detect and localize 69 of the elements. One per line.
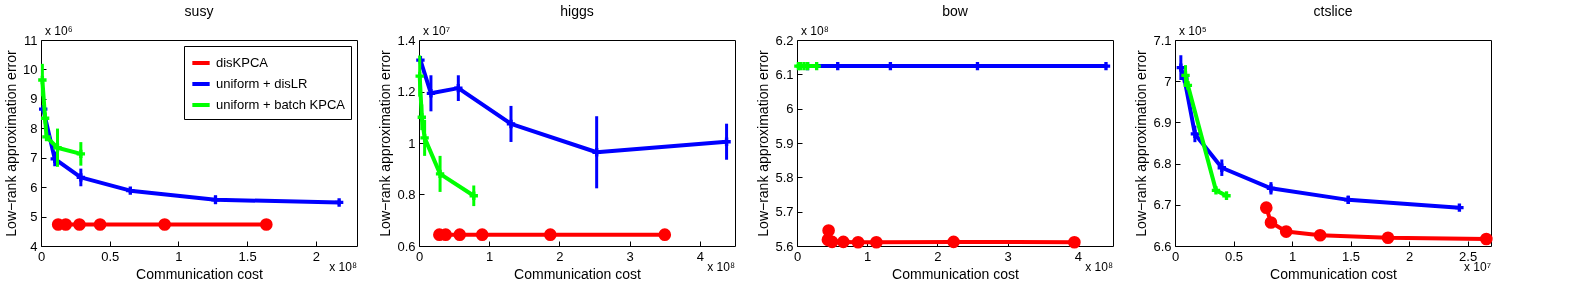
x-tick-label: 1 xyxy=(175,248,183,264)
y-tick-label: 6.9 xyxy=(1153,114,1172,130)
x-axis-title: Communication cost xyxy=(136,265,264,282)
y-tick-label: 6 xyxy=(30,179,38,195)
y-tick-label: 11 xyxy=(24,32,38,48)
x-tick-label: 2 xyxy=(556,248,564,264)
x-axis-title: Communication cost xyxy=(892,265,1020,282)
x-tick-label: 0 xyxy=(37,248,46,264)
y-tick-label: 6.2 xyxy=(775,32,794,48)
text: x 10⁷ xyxy=(1463,260,1491,274)
x-tick-label: 3 xyxy=(1004,248,1012,264)
chart-title: ctslice xyxy=(1313,3,1353,19)
y-tick-label: 6.7 xyxy=(1153,197,1172,213)
x-tick-label: 1.5 xyxy=(238,248,257,264)
x-tick-label: 0.5 xyxy=(1224,248,1244,264)
x-tick-label: 1 xyxy=(864,248,872,264)
legend-label: disKPCA xyxy=(216,55,269,70)
x-axis-title: Communication cost xyxy=(514,265,642,282)
y-tick-label: 7.1 xyxy=(1153,32,1172,48)
y-tick-label: 9 xyxy=(30,91,38,107)
chart-title: susy xyxy=(184,3,214,19)
chart-title: higgs xyxy=(560,3,594,19)
text: x 10⁸ xyxy=(801,24,829,38)
x-tick-label: 2 xyxy=(312,248,320,264)
legend-label: uniform + batch KPCA xyxy=(216,97,346,112)
y-tick-label: 10 xyxy=(23,61,38,77)
y-tick-label: 5.8 xyxy=(775,169,794,185)
y-tick-label: 0.8 xyxy=(397,187,416,202)
text: x 10⁸ xyxy=(707,260,735,274)
y-tick-label: 6.6 xyxy=(1153,238,1172,254)
y-tick-label: 7 xyxy=(30,150,38,166)
x-tick-label: 4 xyxy=(1074,248,1083,264)
y-tick-label: 5 xyxy=(30,209,38,225)
y-axis-title: Low−rank approximation error xyxy=(377,49,394,237)
x-tick-label: 2 xyxy=(934,248,942,264)
text: x 10⁵ xyxy=(1179,24,1207,38)
y-tick-label: 4 xyxy=(30,238,38,254)
y-tick-label: 7 xyxy=(1164,73,1172,89)
x-axis-title: Communication cost xyxy=(1270,265,1398,282)
text: x 10⁸ xyxy=(329,260,357,274)
y-tick-label: 6 xyxy=(786,101,794,117)
x-tick-label: 1 xyxy=(1288,248,1297,264)
y-tick-label: 8 xyxy=(30,120,38,136)
y-tick-label: 5.9 xyxy=(775,135,794,151)
y-tick-label: 0.6 xyxy=(397,238,416,254)
x-tick-label: 0 xyxy=(1171,248,1180,264)
x-tick-label: 2 xyxy=(1405,248,1414,264)
y-axis-title: Low−rank approximation error xyxy=(3,49,20,237)
y-axis-title: Low−rank approximation error xyxy=(1133,49,1150,237)
y-tick-label: 1.4 xyxy=(397,32,416,48)
text: x 10⁷ xyxy=(423,24,451,38)
x-tick-label: 1 xyxy=(486,248,494,264)
x-tick-label: 0 xyxy=(793,248,802,264)
y-tick-label: 1 xyxy=(408,135,416,151)
y-tick-label: 1.2 xyxy=(397,84,416,99)
x-tick-label: 4 xyxy=(696,248,705,264)
x-tick-label: 0.5 xyxy=(101,248,120,264)
chart-title: bow xyxy=(942,3,969,19)
x-tick-label: 1.5 xyxy=(1342,248,1361,264)
text: x 10⁶ xyxy=(45,24,73,38)
x-tick-label: 0 xyxy=(415,248,424,264)
x-tick-label: 3 xyxy=(626,248,634,264)
y-tick-label: 5.7 xyxy=(775,204,794,220)
text: x 10⁸ xyxy=(1085,260,1113,274)
y-tick-label: 6.8 xyxy=(1153,156,1172,172)
y-axis-title: Low−rank approximation error xyxy=(755,49,772,237)
legend-label: uniform + disLR xyxy=(216,76,308,91)
y-tick-label: 6.1 xyxy=(775,66,794,82)
y-tick-label: 5.6 xyxy=(775,238,794,254)
